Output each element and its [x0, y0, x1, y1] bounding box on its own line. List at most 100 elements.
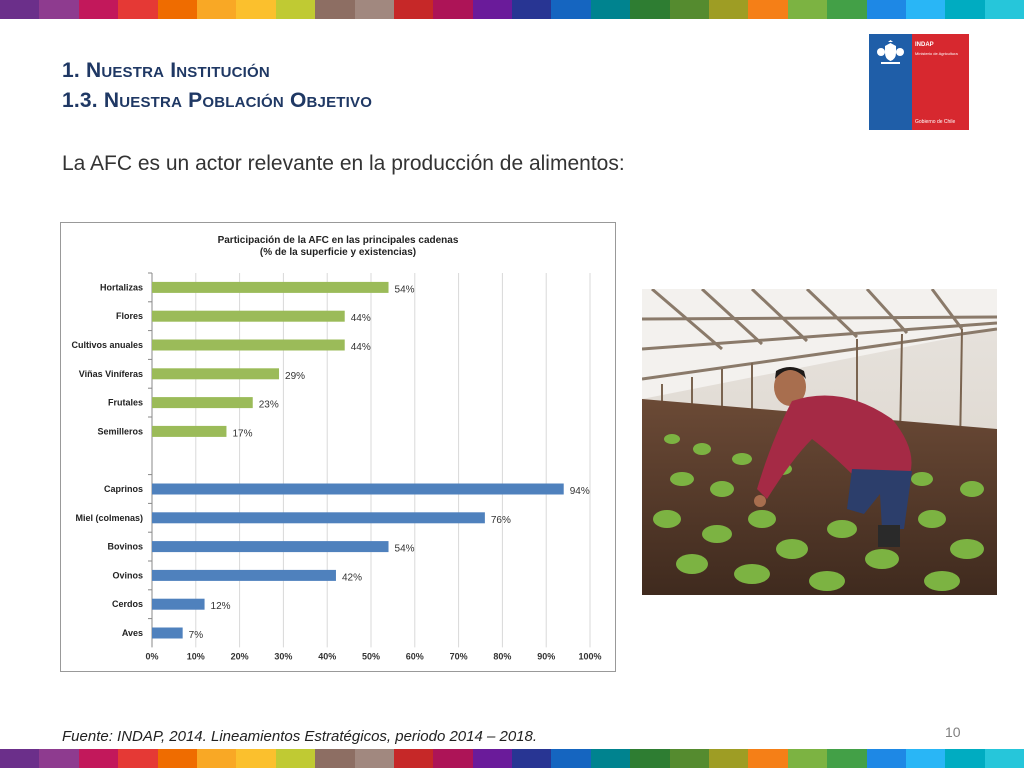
x-tick-label: 90% — [537, 651, 555, 661]
source-citation: Fuente: INDAP, 2014. Lineamientos Estrat… — [62, 728, 538, 745]
indap-logo: INDAP Ministerio de Agricultura Gobierno… — [869, 34, 969, 130]
stripe-segment — [315, 0, 355, 19]
greenhouse-farmer-photo — [642, 289, 997, 595]
x-tick-label: 50% — [362, 651, 380, 661]
stripe-segment — [630, 749, 670, 768]
stripe-segment — [78, 749, 119, 768]
stripe-segment — [748, 749, 788, 768]
title-line-1: 1. Nuestra Institución — [62, 59, 270, 82]
slide-title: 1. Nuestra Institución 1.3. Nuestra Pobl… — [62, 56, 372, 116]
x-tick-label: 100% — [578, 651, 601, 661]
category-label: Flores — [116, 311, 143, 321]
stripe-segment — [157, 749, 197, 768]
stripe-segment — [669, 0, 710, 19]
stripe-segment — [709, 0, 749, 19]
stripe-segment — [827, 749, 867, 768]
stripe-segment — [0, 0, 40, 19]
top-color-stripe — [0, 0, 1024, 19]
stripe-segment — [275, 749, 316, 768]
stripe-segment — [512, 0, 552, 19]
bar-value-label: 12% — [211, 601, 231, 612]
stripe-segment — [39, 749, 79, 768]
bar — [152, 541, 389, 553]
stripe-segment — [630, 0, 670, 19]
stripe-segment — [0, 749, 40, 768]
bar — [152, 281, 389, 293]
stripe-segment — [787, 0, 828, 19]
stripe-segment — [709, 749, 749, 768]
chart-subtitle: (% de la superficie y existencias) — [260, 247, 416, 258]
bar — [152, 397, 253, 409]
category-label: Caprinos — [104, 484, 143, 494]
stripe-segment — [590, 749, 631, 768]
stripe-segment — [393, 0, 434, 19]
logo-red-panel: INDAP Ministerio de Agricultura Gobierno… — [912, 34, 969, 130]
stripe-segment — [551, 749, 591, 768]
category-label: Frutales — [108, 398, 143, 408]
stripe-segment — [157, 0, 197, 19]
slide-subtitle: La AFC es un actor relevante en la produ… — [62, 152, 625, 175]
category-label: Cultivos anuales — [71, 340, 143, 350]
stripe-segment — [472, 0, 513, 19]
logo-government: Gobierno de Chile — [915, 119, 956, 125]
stripe-segment — [315, 749, 355, 768]
stripe-segment — [866, 749, 906, 768]
stripe-segment — [669, 749, 710, 768]
stripe-segment — [512, 749, 552, 768]
stripe-segment — [196, 0, 237, 19]
title-line-2: 1.3. Nuestra Población Objetivo — [62, 89, 373, 112]
bar — [152, 310, 345, 322]
bar — [152, 598, 205, 610]
category-label: Miel (colmenas) — [75, 513, 143, 523]
stripe-segment — [236, 0, 276, 19]
stripe-segment — [236, 749, 276, 768]
bar-value-label: 44% — [351, 342, 371, 353]
category-label: Viñas Viníferas — [79, 369, 143, 379]
category-label: Aves — [122, 628, 143, 638]
bar — [152, 483, 564, 495]
bar — [152, 569, 336, 581]
bar — [152, 368, 280, 380]
stripe-segment — [905, 0, 946, 19]
bar-value-label: 42% — [342, 572, 362, 583]
stripe-segment — [984, 749, 1024, 768]
bar — [152, 339, 345, 351]
bar-value-label: 17% — [232, 428, 252, 439]
bottom-color-stripe — [0, 749, 1024, 768]
farmer-figure — [754, 367, 912, 547]
bar-value-label: 54% — [395, 544, 415, 555]
stripe-segment — [590, 0, 631, 19]
stripe-segment — [196, 749, 237, 768]
stripe-segment — [393, 749, 434, 768]
x-tick-label: 80% — [493, 651, 511, 661]
x-tick-label: 40% — [318, 651, 336, 661]
stripe-segment — [905, 749, 946, 768]
stripe-segment — [945, 0, 985, 19]
stripe-segment — [39, 0, 79, 19]
bar-value-label: 7% — [189, 630, 204, 641]
stripe-segment — [984, 0, 1024, 19]
category-label: Ovinos — [112, 570, 143, 580]
stripe-segment — [433, 749, 473, 768]
logo-ministry: Ministerio de Agricultura — [915, 51, 958, 56]
logo-blue-panel — [869, 34, 912, 130]
stripe-segment — [118, 749, 158, 768]
stripe-segment — [551, 0, 591, 19]
stripe-segment — [78, 0, 119, 19]
category-label: Bovinos — [107, 542, 143, 552]
bar — [152, 425, 227, 437]
stripe-segment — [354, 0, 394, 19]
afc-participation-chart: Participación de la AFC en las principal… — [71, 235, 601, 661]
x-tick-label: 70% — [450, 651, 468, 661]
x-tick-label: 0% — [145, 651, 158, 661]
stripe-segment — [787, 749, 828, 768]
bar-value-label: 23% — [259, 400, 279, 411]
x-tick-label: 60% — [406, 651, 424, 661]
bar-chart-frame: Participación de la AFC en las principal… — [60, 222, 616, 672]
stripe-segment — [118, 0, 158, 19]
page-number: 10 — [945, 724, 961, 740]
greenhouse-photo-illustration — [642, 289, 997, 595]
stripe-segment — [827, 0, 867, 19]
x-tick-label: 30% — [274, 651, 292, 661]
bar-value-label: 29% — [285, 371, 305, 382]
